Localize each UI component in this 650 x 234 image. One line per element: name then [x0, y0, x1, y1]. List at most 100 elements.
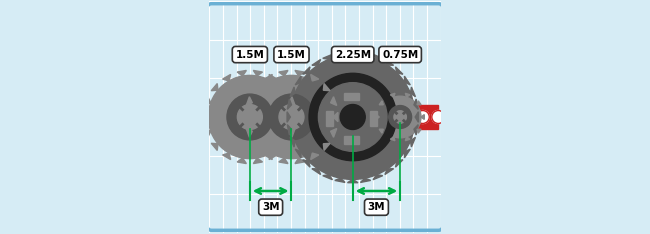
Polygon shape [421, 115, 424, 119]
Polygon shape [404, 149, 410, 158]
Polygon shape [279, 158, 288, 164]
Polygon shape [414, 125, 418, 135]
Polygon shape [323, 54, 332, 59]
Polygon shape [269, 74, 277, 81]
Polygon shape [246, 128, 252, 137]
Polygon shape [281, 143, 289, 150]
Polygon shape [295, 158, 304, 164]
Circle shape [303, 110, 316, 124]
Polygon shape [253, 84, 259, 91]
Polygon shape [203, 112, 208, 122]
Polygon shape [237, 158, 246, 164]
Polygon shape [348, 51, 358, 55]
Polygon shape [205, 128, 211, 137]
Circle shape [309, 73, 396, 161]
Polygon shape [279, 70, 288, 76]
Polygon shape [385, 59, 394, 65]
Polygon shape [333, 112, 338, 122]
Polygon shape [348, 179, 358, 183]
Polygon shape [269, 153, 277, 160]
Circle shape [207, 110, 220, 124]
Polygon shape [311, 74, 318, 81]
Circle shape [354, 110, 367, 124]
Circle shape [394, 111, 406, 123]
Circle shape [340, 105, 365, 129]
Polygon shape [289, 97, 295, 106]
Circle shape [389, 106, 411, 128]
Polygon shape [373, 54, 383, 59]
Polygon shape [323, 175, 332, 180]
Bar [370, 111, 377, 126]
Circle shape [237, 105, 263, 129]
Polygon shape [281, 84, 289, 91]
Text: 1.5M: 1.5M [277, 50, 306, 60]
Circle shape [287, 110, 300, 124]
Circle shape [227, 94, 273, 140]
Circle shape [370, 110, 383, 124]
Polygon shape [376, 115, 380, 119]
Polygon shape [245, 112, 250, 122]
Bar [214, 106, 325, 128]
Circle shape [323, 110, 336, 124]
Polygon shape [395, 160, 403, 167]
Circle shape [432, 110, 445, 124]
Polygon shape [379, 129, 384, 133]
Polygon shape [289, 128, 295, 137]
Polygon shape [211, 143, 218, 150]
Bar [326, 111, 333, 126]
Polygon shape [415, 112, 419, 122]
Text: 1.5M: 1.5M [235, 50, 265, 60]
Polygon shape [417, 129, 421, 133]
Circle shape [416, 110, 429, 124]
Polygon shape [385, 169, 394, 175]
Polygon shape [360, 51, 370, 56]
Circle shape [380, 96, 421, 138]
Bar [330, 106, 438, 128]
Polygon shape [312, 169, 320, 175]
Polygon shape [410, 137, 415, 147]
Polygon shape [404, 76, 410, 85]
Polygon shape [290, 137, 295, 147]
Bar [344, 93, 359, 100]
Polygon shape [331, 97, 337, 106]
Circle shape [401, 110, 413, 124]
Polygon shape [312, 59, 320, 65]
Polygon shape [373, 175, 383, 180]
Circle shape [268, 94, 315, 140]
Circle shape [239, 110, 252, 124]
Circle shape [318, 110, 332, 124]
Polygon shape [410, 87, 415, 97]
Circle shape [208, 75, 291, 159]
Polygon shape [295, 76, 301, 85]
Polygon shape [254, 158, 263, 164]
Polygon shape [237, 70, 246, 76]
Bar [344, 136, 359, 144]
Polygon shape [331, 128, 337, 137]
Polygon shape [391, 137, 395, 141]
Polygon shape [302, 160, 310, 167]
Polygon shape [406, 93, 410, 97]
Polygon shape [211, 84, 218, 91]
Polygon shape [291, 112, 296, 122]
Polygon shape [395, 67, 403, 74]
Polygon shape [253, 143, 259, 150]
Polygon shape [335, 178, 345, 183]
Circle shape [291, 55, 415, 179]
Polygon shape [295, 149, 301, 158]
Polygon shape [414, 99, 418, 109]
Polygon shape [360, 178, 370, 183]
Circle shape [385, 110, 398, 124]
Circle shape [318, 83, 387, 151]
Text: 3M: 3M [262, 202, 279, 212]
Polygon shape [335, 51, 345, 56]
Polygon shape [417, 101, 421, 105]
Polygon shape [287, 125, 291, 135]
Polygon shape [311, 153, 318, 160]
Circle shape [279, 105, 304, 129]
Polygon shape [379, 101, 384, 105]
Polygon shape [246, 97, 252, 106]
Circle shape [339, 110, 352, 124]
Polygon shape [287, 112, 291, 122]
Polygon shape [264, 153, 272, 160]
Text: 2.25M: 2.25M [335, 50, 370, 60]
